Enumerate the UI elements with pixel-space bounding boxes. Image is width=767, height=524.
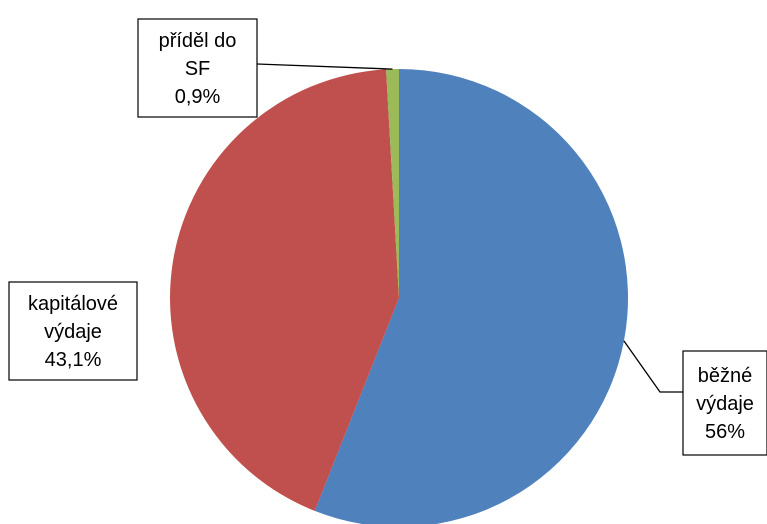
- pie-slice-3: [386, 69, 399, 298]
- data-label-box: [137, 18, 258, 118]
- data-label-line: běžné: [698, 365, 753, 387]
- data-label-3: příděl do SF 0,9%: [137, 18, 258, 118]
- pie-slice-1: [314, 69, 628, 524]
- leader-line-1: [623, 340, 683, 393]
- data-label-box: [682, 350, 767, 456]
- data-label-line: kapitálové: [28, 293, 118, 315]
- data-label-line: příděl do: [159, 30, 237, 52]
- data-label-line: 43,1%: [45, 349, 102, 371]
- pie-slices: [170, 69, 628, 524]
- data-label-2: kapitálové výdaje 43,1%: [8, 281, 138, 381]
- leader-lines: [256, 63, 683, 393]
- data-label-line: výdaje: [696, 393, 754, 415]
- data-label-line: výdaje: [44, 321, 102, 343]
- pie-slice-2: [170, 69, 399, 511]
- data-label-1: běžné výdaje 56%: [682, 350, 767, 456]
- data-label-line: 56%: [705, 421, 745, 443]
- data-label-line: SF: [185, 58, 211, 80]
- data-label-box: [8, 281, 138, 381]
- leader-line-3: [256, 63, 393, 70]
- data-labels: běžné výdaje 56% kapitálové výdaje 43,1% přídě…: [8, 18, 767, 456]
- data-label-line: 0,9%: [175, 86, 221, 108]
